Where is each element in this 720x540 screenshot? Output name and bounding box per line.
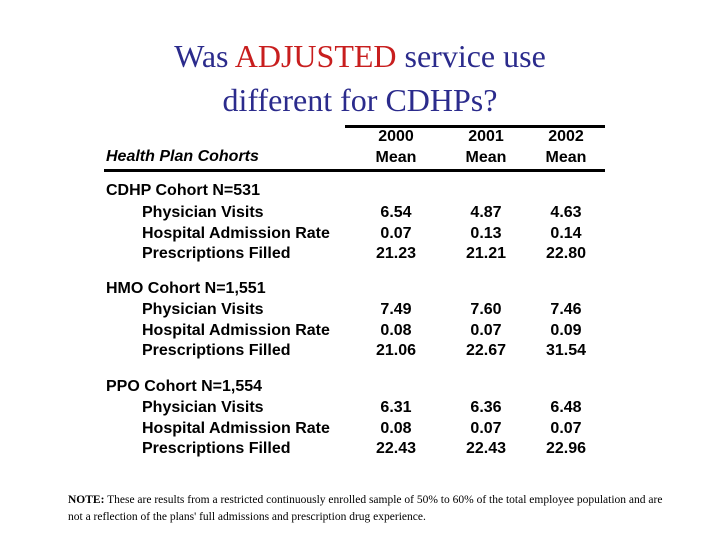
header-col-2-year: 2001 <box>468 128 504 145</box>
row-label: Prescriptions Filled <box>142 342 291 359</box>
row-label: Prescriptions Filled <box>142 440 291 457</box>
title-line-2: different for CDHPs? <box>222 82 498 118</box>
table-header-rule <box>104 169 605 172</box>
cell-value: 31.54 <box>545 342 587 359</box>
footnote-label: NOTE: <box>68 494 105 506</box>
cell-value: 6.31 <box>380 399 412 416</box>
cohort-heading-ppo: PPO Cohort N=1,554 <box>106 378 263 395</box>
title-highlight: ADJUSTED <box>234 38 397 74</box>
slide-title: Was ADJUSTED service use different for C… <box>0 34 720 122</box>
row-label: Physician Visits <box>142 399 264 416</box>
footnote-text: These are results from a restricted cont… <box>68 494 663 523</box>
cell-value: 22.43 <box>465 440 507 457</box>
cell-value: 0.07 <box>470 420 502 437</box>
cohort-heading-hmo: HMO Cohort N=1,551 <box>106 280 266 297</box>
table-top-rule <box>345 125 605 128</box>
cell-value: 21.23 <box>375 245 417 262</box>
cell-value: 7.46 <box>550 301 582 318</box>
row-label: Prescriptions Filled <box>142 245 291 262</box>
cell-value: 6.54 <box>380 204 412 221</box>
header-col-2-stat: Mean <box>465 149 507 166</box>
header-col-1-year: 2000 <box>378 128 414 145</box>
cell-value: 0.08 <box>380 420 412 437</box>
title-part-2: service use <box>396 38 546 74</box>
row-label: Hospital Admission Rate <box>142 225 330 242</box>
header-col-3-year: 2002 <box>548 128 584 145</box>
cell-value: 0.07 <box>550 420 582 437</box>
cell-value: 0.08 <box>380 322 412 339</box>
row-label: Physician Visits <box>142 301 264 318</box>
row-label: Physician Visits <box>142 204 264 221</box>
cell-value: 21.06 <box>375 342 417 359</box>
cell-value: 22.96 <box>545 440 587 457</box>
cell-value: 22.43 <box>375 440 417 457</box>
cell-value: 21.21 <box>465 245 507 262</box>
row-label: Hospital Admission Rate <box>142 420 330 437</box>
cell-value: 0.07 <box>470 322 502 339</box>
cell-value: 6.36 <box>470 399 502 416</box>
cell-value: 0.09 <box>550 322 582 339</box>
cohort-heading-cdhp: CDHP Cohort N=531 <box>106 182 260 199</box>
header-row-label: Health Plan Cohorts <box>106 148 259 165</box>
cell-value: 6.48 <box>550 399 582 416</box>
cell-value: 22.80 <box>545 245 587 262</box>
cell-value: 7.60 <box>470 301 502 318</box>
cell-value: 7.49 <box>380 301 412 318</box>
cell-value: 0.13 <box>470 225 502 242</box>
row-label: Hospital Admission Rate <box>142 322 330 339</box>
title-line-1: Was ADJUSTED service use <box>0 34 720 78</box>
header-col-1-stat: Mean <box>375 149 417 166</box>
title-part-1: Was <box>174 38 235 74</box>
header-col-3-stat: Mean <box>545 149 587 166</box>
cell-value: 4.87 <box>470 204 502 221</box>
cell-value: 0.07 <box>380 225 412 242</box>
cell-value: 4.63 <box>550 204 582 221</box>
cell-value: 22.67 <box>465 342 507 359</box>
footnote: NOTE: These are results from a restricte… <box>68 492 668 526</box>
cell-value: 0.14 <box>550 225 582 242</box>
